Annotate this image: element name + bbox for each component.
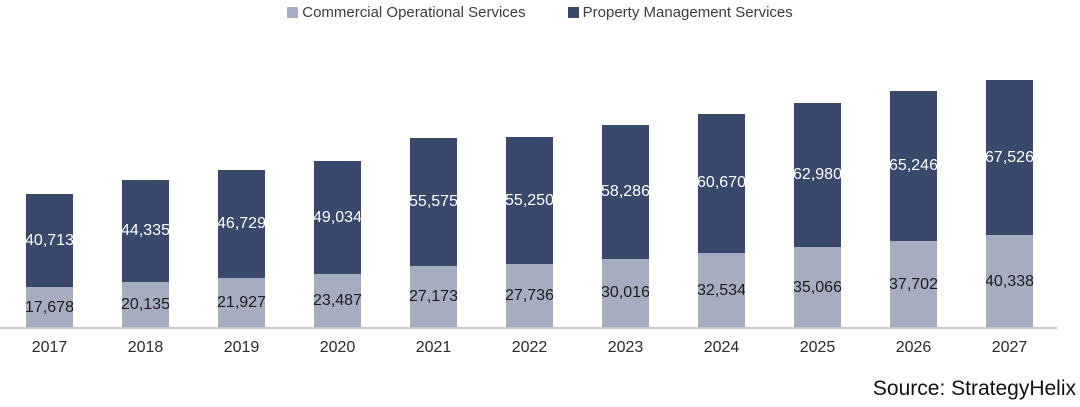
bar-2025: 62,980 35,066 xyxy=(794,102,841,328)
segment-commercial-operational-2024: 32,534 xyxy=(698,253,745,328)
value-label-property-management: 67,526 xyxy=(986,148,1033,166)
value-label-commercial-operational: 27,736 xyxy=(506,287,553,305)
x-axis-label-2022: 2022 xyxy=(511,339,548,356)
x-axis-label-2027: 2027 xyxy=(991,339,1028,356)
segment-property-management-2021: 55,575 xyxy=(410,137,457,266)
segment-commercial-operational-2025: 35,066 xyxy=(794,247,841,328)
segment-property-management-2018: 44,335 xyxy=(122,179,169,282)
segment-property-management-2024: 60,670 xyxy=(698,113,745,254)
segment-property-management-2022: 55,250 xyxy=(506,137,553,265)
legend-label: Commercial Operational Services xyxy=(302,4,526,21)
bar-2021: 55,575 27,173 xyxy=(410,137,457,328)
segment-commercial-operational-2026: 37,702 xyxy=(890,241,937,328)
segment-commercial-operational-2019: 21,927 xyxy=(218,277,265,328)
segment-commercial-operational-2017: 17,678 xyxy=(26,287,73,328)
x-axis-label-2018: 2018 xyxy=(127,339,164,356)
source-note: Source: StrategyHelix xyxy=(872,377,1076,400)
value-label-property-management: 49,034 xyxy=(314,208,361,226)
legend-label: Property Management Services xyxy=(582,4,793,21)
x-axis-line xyxy=(0,327,1057,329)
value-label-commercial-operational: 35,066 xyxy=(794,278,841,296)
value-label-commercial-operational: 40,338 xyxy=(986,272,1033,290)
bar-2027: 67,526 40,338 xyxy=(986,79,1033,328)
x-axis-label-2021: 2021 xyxy=(415,339,452,356)
legend-item-property-management-services: Property Management Services xyxy=(567,4,793,21)
segment-commercial-operational-2027: 40,338 xyxy=(986,235,1033,328)
bar-2020: 49,034 23,487 xyxy=(314,161,361,328)
value-label-commercial-operational: 20,135 xyxy=(122,295,169,313)
legend-swatch-property-icon xyxy=(567,7,579,18)
x-axis-label-2025: 2025 xyxy=(799,339,836,356)
value-label-property-management: 62,980 xyxy=(794,165,841,183)
value-label-property-management: 44,335 xyxy=(122,221,169,239)
segment-property-management-2020: 49,034 xyxy=(314,161,361,274)
bar-2023: 58,286 30,016 xyxy=(602,124,649,328)
x-axis-labels: 2017 2018 2019 2020 2021 2022 2023 2024 2025 2026… xyxy=(0,339,1080,359)
segment-property-management-2027: 67,526 xyxy=(986,79,1033,236)
value-label-property-management: 46,729 xyxy=(218,214,265,232)
segment-commercial-operational-2023: 30,016 xyxy=(602,258,649,328)
bar-2019: 46,729 21,927 xyxy=(218,170,265,328)
legend-swatch-commercial-icon xyxy=(287,7,299,18)
value-label-commercial-operational: 37,702 xyxy=(890,275,937,293)
segment-commercial-operational-2022: 27,736 xyxy=(506,264,553,328)
legend: Commercial Operational Services Property… xyxy=(0,4,1080,21)
legend-item-commercial-operational-services: Commercial Operational Services xyxy=(287,4,526,21)
x-axis-label-2017: 2017 xyxy=(31,339,68,356)
x-axis-label-2023: 2023 xyxy=(607,339,644,356)
bar-2018: 44,335 20,135 xyxy=(122,179,169,328)
value-label-commercial-operational: 32,534 xyxy=(698,281,745,299)
value-label-commercial-operational: 21,927 xyxy=(218,293,265,311)
value-label-property-management: 65,246 xyxy=(890,157,937,175)
value-label-property-management: 60,670 xyxy=(698,174,745,192)
x-axis-label-2019: 2019 xyxy=(223,339,260,356)
x-axis-label-2026: 2026 xyxy=(895,339,932,356)
value-label-commercial-operational: 23,487 xyxy=(314,291,361,309)
x-axis-label-2020: 2020 xyxy=(319,339,356,356)
segment-commercial-operational-2018: 20,135 xyxy=(122,281,169,328)
value-label-commercial-operational: 30,016 xyxy=(602,284,649,302)
value-label-property-management: 55,575 xyxy=(410,192,457,210)
segment-property-management-2026: 65,246 xyxy=(890,91,937,242)
value-label-commercial-operational: 27,173 xyxy=(410,287,457,305)
value-label-property-management: 40,713 xyxy=(26,231,73,249)
segment-property-management-2019: 46,729 xyxy=(218,170,265,278)
value-label-commercial-operational: 17,678 xyxy=(26,298,73,316)
segment-commercial-operational-2021: 27,173 xyxy=(410,265,457,328)
x-axis-label-2024: 2024 xyxy=(703,339,740,356)
bar-2022: 55,250 27,736 xyxy=(506,137,553,328)
segment-property-management-2023: 58,286 xyxy=(602,124,649,259)
value-label-property-management: 55,250 xyxy=(506,191,553,209)
segment-commercial-operational-2020: 23,487 xyxy=(314,273,361,328)
bar-2026: 65,246 37,702 xyxy=(890,91,937,328)
segment-property-management-2017: 40,713 xyxy=(26,193,73,288)
bar-2017: 40,713 17,678 xyxy=(26,193,73,328)
value-label-property-management: 58,286 xyxy=(602,182,649,200)
bar-2024: 60,670 32,534 xyxy=(698,113,745,328)
segment-property-management-2025: 62,980 xyxy=(794,102,841,248)
